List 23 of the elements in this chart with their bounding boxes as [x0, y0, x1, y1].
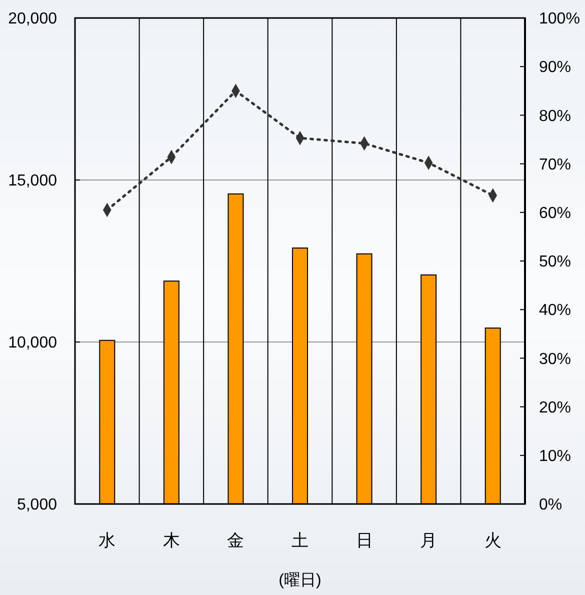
y2-tick-label: 70%: [539, 156, 572, 174]
x-tick-label: 日: [356, 531, 373, 550]
y2-tick-label: 50%: [539, 254, 572, 271]
y2-tick-label: 40%: [539, 302, 572, 320]
x-tick-label: 金: [227, 531, 244, 550]
y-tick-label: 5,000: [16, 496, 58, 514]
x-tick-label: 火: [484, 531, 502, 550]
x-tick-label: 月: [420, 531, 438, 550]
y2-tick-label: 90%: [539, 59, 572, 76]
x-axis-title: (曜日): [278, 572, 322, 589]
y2-tick-label: 80%: [539, 108, 572, 125]
y2-tick-label: 60%: [539, 205, 572, 222]
x-tick-label: 土: [292, 531, 308, 550]
y2-tick-label: 10%: [539, 448, 572, 465]
y-tick-label: 20,000: [8, 10, 58, 28]
x-tick-label: 水: [98, 531, 116, 550]
x-tick-label: 木: [162, 531, 180, 550]
y2-tick-label: 20%: [539, 399, 572, 416]
y2-tick-label: 0%: [539, 496, 562, 514]
y2-tick-label: 100%: [539, 10, 580, 28]
y-tick-label: 15,000: [8, 172, 58, 190]
y2-tick-label: 30%: [539, 350, 572, 368]
y-tick-label: 10,000: [8, 334, 58, 352]
